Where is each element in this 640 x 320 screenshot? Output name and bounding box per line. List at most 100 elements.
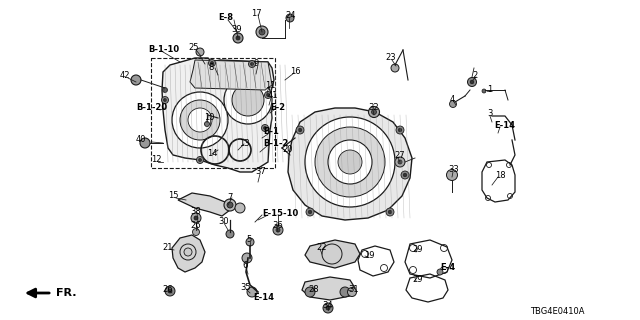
Text: 33: 33: [448, 165, 459, 174]
Text: 23: 23: [385, 52, 396, 61]
Circle shape: [388, 210, 392, 214]
Polygon shape: [288, 108, 412, 220]
Text: B-1-10: B-1-10: [148, 45, 179, 54]
Circle shape: [306, 208, 314, 216]
Circle shape: [386, 208, 394, 216]
Text: 1: 1: [487, 84, 492, 93]
Text: 13: 13: [239, 139, 250, 148]
Circle shape: [323, 303, 333, 313]
Text: E-4: E-4: [440, 262, 455, 271]
Text: 7: 7: [227, 193, 232, 202]
Circle shape: [256, 26, 268, 38]
Text: 34: 34: [322, 301, 333, 310]
Text: 38: 38: [190, 207, 201, 217]
Text: E-14: E-14: [494, 121, 515, 130]
Text: 4: 4: [450, 95, 455, 105]
Text: 29: 29: [412, 276, 422, 284]
Circle shape: [470, 80, 474, 84]
Circle shape: [193, 228, 200, 236]
Text: 5: 5: [246, 236, 252, 244]
Circle shape: [172, 92, 228, 148]
Circle shape: [371, 109, 376, 115]
Circle shape: [262, 124, 269, 132]
Text: E-14: E-14: [253, 292, 274, 301]
Circle shape: [233, 33, 243, 43]
Text: 39: 39: [231, 26, 242, 35]
Text: 21: 21: [162, 243, 173, 252]
Circle shape: [131, 75, 141, 85]
Text: 26: 26: [162, 285, 173, 294]
Text: E-8: E-8: [218, 12, 233, 21]
Circle shape: [482, 89, 486, 93]
Circle shape: [198, 158, 202, 162]
Circle shape: [227, 202, 233, 208]
Circle shape: [232, 84, 264, 116]
Polygon shape: [172, 235, 205, 272]
Circle shape: [209, 60, 216, 67]
Polygon shape: [305, 240, 360, 268]
Circle shape: [226, 230, 234, 238]
Text: 17: 17: [251, 10, 262, 19]
Text: 30: 30: [218, 218, 228, 227]
Circle shape: [391, 64, 399, 72]
Polygon shape: [162, 58, 274, 172]
Text: 14: 14: [207, 148, 218, 157]
Circle shape: [437, 269, 443, 275]
Text: B-1-20: B-1-20: [136, 103, 167, 113]
Circle shape: [194, 216, 198, 220]
Polygon shape: [178, 193, 230, 216]
Circle shape: [184, 248, 192, 256]
Circle shape: [286, 14, 294, 22]
Text: 40: 40: [136, 135, 147, 145]
Circle shape: [259, 29, 265, 35]
Circle shape: [266, 93, 269, 97]
Circle shape: [140, 138, 150, 148]
Polygon shape: [302, 277, 355, 300]
Circle shape: [248, 60, 255, 68]
Text: 3: 3: [487, 109, 492, 118]
Text: B-1: B-1: [263, 127, 279, 137]
Circle shape: [224, 199, 236, 211]
Text: 42: 42: [120, 71, 131, 81]
Text: 28: 28: [308, 285, 319, 294]
Circle shape: [395, 157, 405, 167]
Circle shape: [398, 128, 402, 132]
Circle shape: [340, 287, 350, 297]
Circle shape: [196, 48, 204, 56]
Text: FR.: FR.: [56, 288, 77, 298]
Text: 19: 19: [364, 251, 374, 260]
Circle shape: [396, 126, 404, 134]
Text: 25: 25: [188, 43, 198, 52]
Circle shape: [338, 150, 362, 174]
Circle shape: [211, 61, 214, 65]
Text: 35: 35: [240, 284, 251, 292]
Text: 16: 16: [290, 67, 301, 76]
Circle shape: [224, 76, 272, 124]
Circle shape: [403, 173, 407, 177]
Text: 32: 32: [368, 103, 379, 113]
Circle shape: [246, 238, 254, 246]
Circle shape: [191, 213, 201, 223]
Text: 20: 20: [282, 146, 292, 155]
Circle shape: [196, 156, 204, 164]
Circle shape: [369, 107, 380, 117]
Circle shape: [315, 127, 385, 197]
Bar: [151, 58, 275, 168]
Circle shape: [247, 287, 257, 297]
Circle shape: [305, 117, 395, 207]
Text: 18: 18: [495, 171, 506, 180]
Circle shape: [467, 77, 477, 86]
Text: B-1-2: B-1-2: [263, 139, 289, 148]
Text: 24: 24: [285, 11, 296, 20]
Circle shape: [401, 171, 409, 179]
Text: 9: 9: [254, 59, 259, 68]
Circle shape: [242, 253, 252, 263]
Circle shape: [235, 203, 245, 213]
Circle shape: [328, 140, 372, 184]
Circle shape: [165, 286, 175, 296]
Text: 22: 22: [316, 244, 326, 252]
Circle shape: [308, 210, 312, 214]
Circle shape: [180, 100, 220, 140]
Circle shape: [236, 36, 240, 40]
Circle shape: [264, 126, 266, 130]
